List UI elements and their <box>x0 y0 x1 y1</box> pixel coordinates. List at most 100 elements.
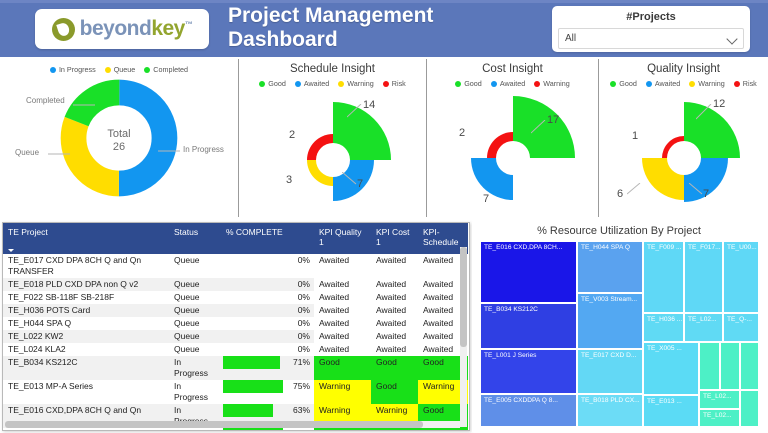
treemap-tile[interactable]: TE_Q-... <box>723 313 759 342</box>
treemap-tile[interactable]: TE_E016 CXD,DPA 8CH... <box>480 241 577 303</box>
treemap-tile[interactable]: TE_B034 KS212C <box>480 303 577 349</box>
cell-kpi-cost: Awaited <box>376 292 407 302</box>
col-header-kpi-cost[interactable]: KPI Cost 1 <box>371 223 418 254</box>
legend-dot-icon <box>645 80 652 87</box>
treemap-tile[interactable]: TE_E005 CXDDPA Q 8... <box>480 394 577 427</box>
col-header-kpi-quality[interactable]: KPI Quality 1 <box>314 223 371 254</box>
col-header-te-project[interactable]: TE Project <box>3 223 169 254</box>
leader-line-good <box>347 104 362 118</box>
legend-item-risk[interactable]: Risk <box>382 79 406 88</box>
legend-dot-icon <box>382 80 389 87</box>
projects-slicer[interactable]: #Projects All <box>552 6 750 52</box>
table-row[interactable]: TE_E017 CXD DPA 8CH Q and Qn TRANSFER Que… <box>3 254 468 278</box>
table-vertical-scroll-thumb[interactable] <box>460 247 467 347</box>
treemap-tile[interactable]: TE_L02... <box>699 409 740 427</box>
status-donut-chart[interactable]: Total 26 Completed Queue In Progress <box>0 74 238 204</box>
percent-complete-value: 0% <box>297 255 310 265</box>
treemap-tile[interactable]: TE_V003 Stream... <box>577 293 643 349</box>
percent-complete-value: 63% <box>292 405 310 415</box>
cell-kpi-cost: Good <box>371 356 418 380</box>
treemap-tile[interactable]: TE_U00... <box>723 241 759 313</box>
cell-percent-complete: 75% <box>221 428 314 430</box>
cell-te-project: TE_L022 KW2 <box>3 330 169 343</box>
resource-utilization-card: % Resource Utilization By Project TE_E01… <box>472 222 766 432</box>
treemap-tile[interactable]: TE_E017 CXD D... <box>577 349 643 394</box>
page-title: Project Management Dashboard <box>228 4 434 51</box>
legend-item-in-progress[interactable]: In Progress <box>49 65 96 74</box>
treemap-tile-label: TE_L001 J Series <box>484 352 537 359</box>
treemap-tile[interactable] <box>699 342 720 390</box>
table-row[interactable]: TE_F022 SB-118F SB-218F Queue 0% Awaited Awa… <box>3 291 468 304</box>
legend-item-warning[interactable]: Warning <box>534 79 570 88</box>
treemap-tile[interactable]: TE_H044 SPA Q <box>577 241 643 293</box>
cost-rose-chart[interactable]: 17 7 2 <box>427 88 598 214</box>
table-row[interactable]: TE_L022 KW2 Queue 0% Awaited Awaited Awaited <box>3 330 468 343</box>
panel-divider-3 <box>598 59 599 217</box>
cell-kpi-schedule: Awaited <box>423 318 454 328</box>
col-header-percent-complete[interactable]: % COMPLETE <box>221 223 314 254</box>
legend-item-queue[interactable]: Queue <box>104 65 135 74</box>
table-row[interactable]: TE_E018 PLD CXD DPA non Q v2 Queue 0% Await… <box>3 278 468 291</box>
treemap-tile-label: TE_E005 CXDDPA Q 8... <box>484 397 558 404</box>
treemap-tile[interactable]: TE_F017... <box>684 241 723 313</box>
header-top-strip <box>0 0 768 3</box>
treemap-tile[interactable] <box>740 390 759 427</box>
col-header-status[interactable]: Status <box>169 223 221 254</box>
cell-kpi-cost: Awaited <box>376 279 407 289</box>
table-row[interactable]: TE_L024 KLA2 Queue 0% Awaited Awaited Awaited <box>3 343 468 356</box>
projects-select[interactable]: All <box>558 28 744 49</box>
treemap-tile[interactable]: TE_X005 ... <box>643 342 699 395</box>
legend-item-good[interactable]: Good <box>259 79 286 88</box>
cell-kpi-schedule: Awaited <box>423 292 454 302</box>
treemap-tile-label: TE_V003 Stream... <box>581 296 638 303</box>
treemap-tile[interactable]: TE_L02... <box>699 390 740 409</box>
cell-kpi-quality: Warning <box>314 380 371 404</box>
table-horizontal-scrollbar[interactable] <box>5 421 460 428</box>
quality-rose-chart[interactable]: 12 7 6 1 <box>599 88 768 214</box>
legend-label: Good <box>268 79 286 88</box>
brand-logo: beyondkey™ <box>35 9 209 49</box>
treemap-tile[interactable]: TE_B018 PLD CX... <box>577 394 643 427</box>
status-donut-svg <box>60 79 178 197</box>
legend-label: Warning <box>543 79 570 88</box>
legend-item-awaited[interactable]: Awaited <box>490 79 525 88</box>
treemap-tile[interactable]: TE_L001 J Series <box>480 349 577 394</box>
schedule-rose-chart[interactable]: 14 7 3 2 <box>239 88 426 214</box>
cell-kpi-quality: Awaited <box>319 255 350 265</box>
percent-complete-value: 75% <box>293 429 310 430</box>
table-row[interactable]: TE_H044 SPA Q Queue 0% Awaited Awaited Awaite… <box>3 317 468 330</box>
legend-item-warning[interactable]: Warning <box>338 79 374 88</box>
projects-table-card[interactable]: TE Project Status % COMPLETE KPI Quality… <box>2 222 470 431</box>
treemap-tile[interactable]: TE_F009 ... <box>643 241 684 313</box>
cell-percent-complete: 0% <box>221 330 314 343</box>
treemap-tile[interactable] <box>720 342 740 390</box>
treemap-tile[interactable] <box>740 342 759 390</box>
percent-complete-value: 0% <box>297 344 310 354</box>
table-vertical-scrollbar[interactable] <box>460 247 467 427</box>
table-row[interactable]: TE_H036 POTS Card Queue 0% Awaited Awaited Aw… <box>3 304 468 317</box>
treemap-chart[interactable]: TE_E016 CXD,DPA 8CH... TE_B034 KS212C TE_L… <box>480 241 759 427</box>
treemap-tile[interactable]: TE_E013 ... <box>643 395 699 427</box>
status-donut-legend: In Progress Queue Completed <box>0 65 238 74</box>
legend-item-risk[interactable]: Risk <box>733 79 757 88</box>
legend-item-awaited[interactable]: Awaited <box>294 79 329 88</box>
cell-te-project: TE_E018 PLD CXD DPA non Q v2 <box>3 278 169 291</box>
table-row[interactable]: TE_E013 MP-A Series In Progress 75% Warning… <box>3 380 468 404</box>
legend-item-awaited[interactable]: Awaited <box>645 79 680 88</box>
table-row[interactable]: TE_B034 KS212C In Progress 71% Good Good Good <box>3 356 468 380</box>
cell-status: Queue <box>169 330 221 343</box>
treemap-tile[interactable]: TE_L02... <box>684 313 723 342</box>
legend-item-completed[interactable]: Completed <box>144 65 188 74</box>
legend-item-good[interactable]: Good <box>455 79 482 88</box>
col-header-label: Status <box>174 227 199 237</box>
legend-item-good[interactable]: Good <box>610 79 637 88</box>
treemap-tile[interactable]: TE_H036 ... <box>643 313 684 342</box>
value-good: 17 <box>547 114 560 126</box>
legend-item-warning[interactable]: Warning <box>689 79 725 88</box>
legend-label: Good <box>464 79 482 88</box>
col-header-kpi-schedule[interactable]: KPI- Schedule <box>418 223 468 254</box>
table-horizontal-scroll-thumb[interactable] <box>5 421 423 428</box>
treemap-tile-label: TE_F009 ... <box>647 244 682 251</box>
cell-kpi-quality: Awaited <box>319 279 350 289</box>
